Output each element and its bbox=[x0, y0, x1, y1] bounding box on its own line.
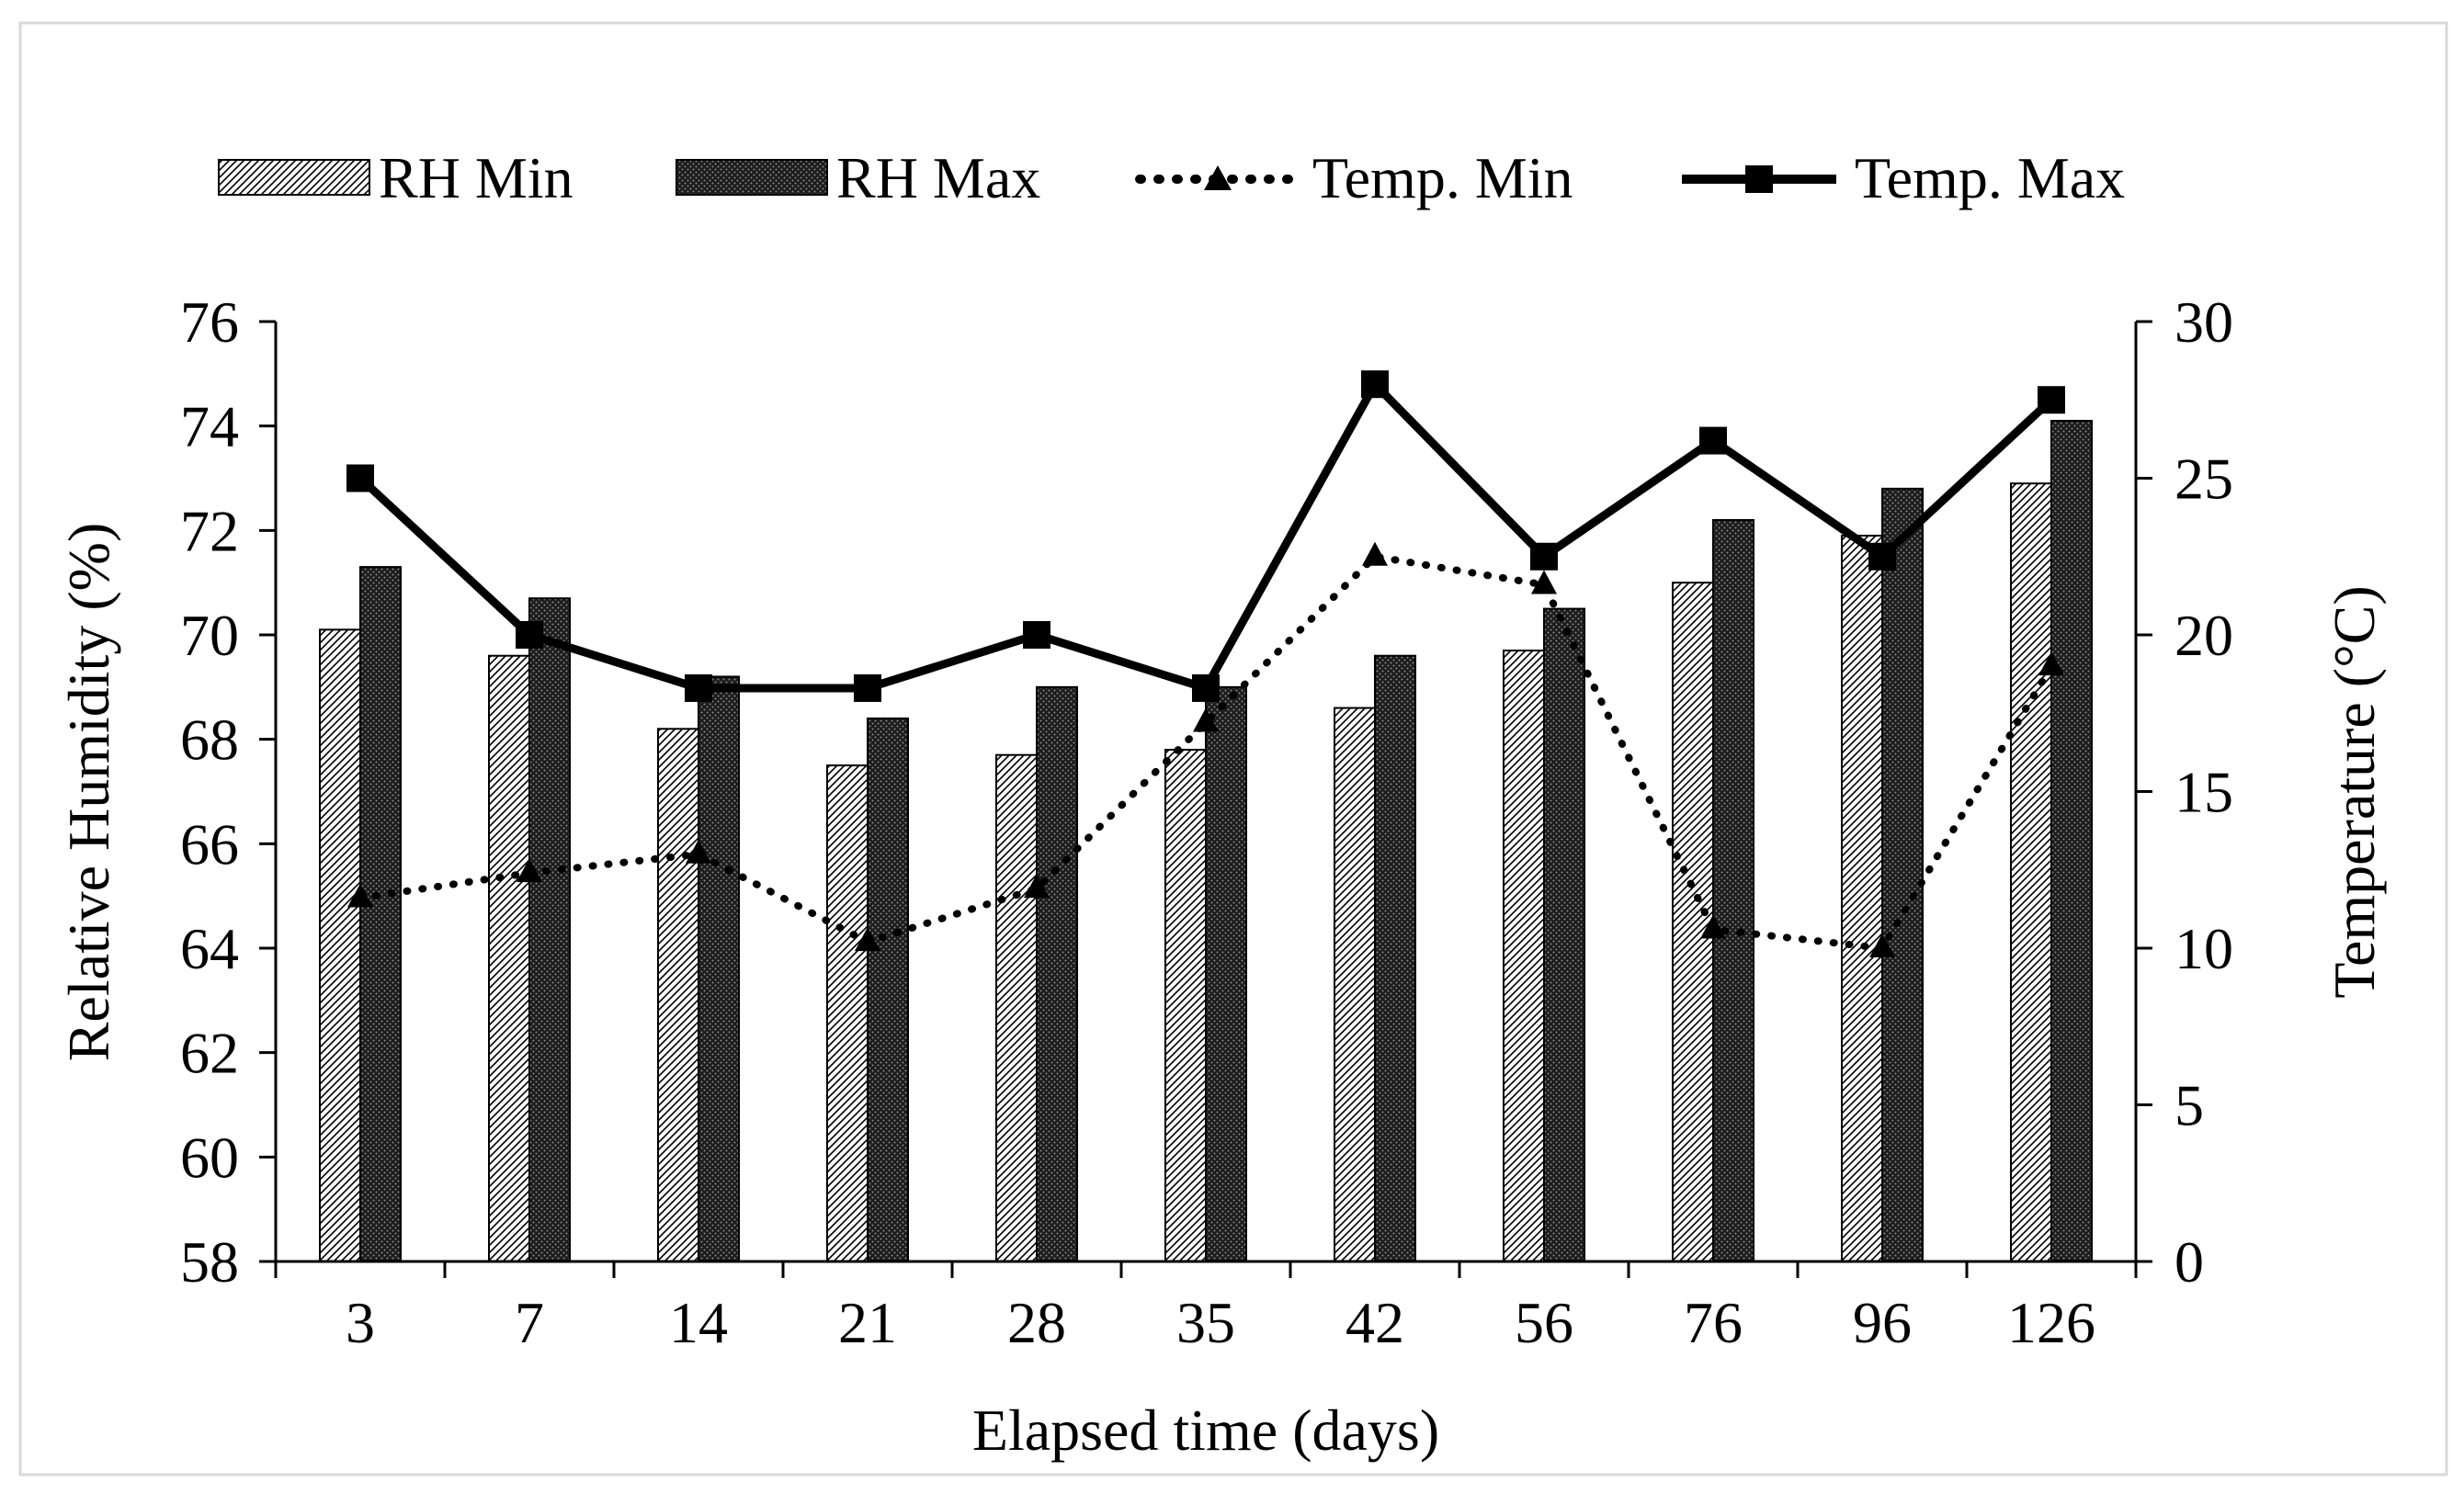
y2-tick-label: 10 bbox=[2174, 916, 2233, 981]
y2-tick-label: 30 bbox=[2174, 289, 2233, 355]
marker-temp-max-76 bbox=[1699, 426, 1727, 455]
bar-rh-min-35 bbox=[1164, 749, 1207, 1262]
bar-rh-max-126 bbox=[2050, 419, 2093, 1262]
marker-temp-max-56 bbox=[1530, 542, 1558, 571]
marker-temp-max-14 bbox=[685, 673, 712, 702]
x-tick-label: 126 bbox=[2007, 1290, 2095, 1355]
legend-marker-temp-min bbox=[1204, 165, 1232, 190]
x-axis-title: Elapsed time (days) bbox=[972, 1397, 1439, 1463]
marker-temp-min-126 bbox=[2038, 651, 2064, 676]
legend-item-rh-min: RH Min bbox=[218, 145, 573, 210]
x-tick-label: 56 bbox=[1515, 1290, 1573, 1355]
y-tick-label: 68 bbox=[180, 707, 239, 773]
bar-rh-max-28 bbox=[1036, 685, 1078, 1262]
y-tick-label: 58 bbox=[180, 1229, 239, 1295]
legend-item-rh-max: RH Max bbox=[676, 145, 1040, 210]
marker-temp-max-3 bbox=[346, 464, 374, 492]
bar-rh-min-42 bbox=[1334, 707, 1376, 1262]
x-tick-label: 35 bbox=[1176, 1290, 1235, 1355]
legend-label-temp-max: Temp. Max bbox=[1855, 145, 2125, 210]
y-tick-label: 74 bbox=[180, 394, 239, 459]
marker-temp-min-35 bbox=[1193, 707, 1219, 732]
legend-swatch-rh-min bbox=[218, 159, 370, 196]
marker-temp-min-96 bbox=[1869, 933, 1895, 957]
marker-temp-min-14 bbox=[686, 839, 711, 864]
y-tick-label: 70 bbox=[180, 603, 239, 668]
y-tick-label: 62 bbox=[180, 1021, 239, 1086]
legend-item-temp-max: Temp. Max bbox=[1682, 145, 2125, 210]
bar-rh-max-21 bbox=[867, 717, 909, 1262]
bar-rh-max-42 bbox=[1374, 654, 1416, 1262]
axes: 58 60 62 64 66 68 70 72 74 76 0 5 10 15 20 25 30 3 7 14 21… bbox=[180, 289, 2233, 1355]
bar-rh-min-3 bbox=[319, 628, 361, 1262]
marker-temp-max-96 bbox=[1868, 542, 1896, 571]
marker-temp-min-21 bbox=[855, 927, 880, 952]
y2-tick-label: 15 bbox=[2174, 760, 2233, 825]
bar-rh-max-96 bbox=[1881, 487, 1924, 1262]
marker-temp-min-3 bbox=[347, 883, 373, 908]
marker-temp-min-76 bbox=[1700, 914, 1726, 939]
legend-swatch-rh-max bbox=[676, 159, 828, 196]
y-tick-label: 76 bbox=[180, 289, 239, 355]
y-tick-label: 60 bbox=[180, 1125, 239, 1190]
y2-tick-label: 0 bbox=[2174, 1229, 2204, 1295]
y2-tick-label: 25 bbox=[2174, 447, 2233, 512]
legend-marker-temp-max bbox=[1745, 165, 1773, 193]
bar-rh-max-35 bbox=[1205, 685, 1247, 1262]
x-tick-label: 42 bbox=[1346, 1290, 1404, 1355]
bar-rh-min-96 bbox=[1841, 535, 1883, 1262]
marker-temp-min-56 bbox=[1531, 570, 1557, 594]
y2-tick-label: 5 bbox=[2174, 1073, 2204, 1138]
marker-temp-max-28 bbox=[1023, 621, 1050, 649]
bar-rh-min-21 bbox=[826, 764, 869, 1262]
bar-rh-max-7 bbox=[528, 597, 571, 1262]
bar-rh-max-76 bbox=[1712, 518, 1754, 1262]
bar-rh-min-14 bbox=[657, 728, 699, 1262]
bar-rh-min-76 bbox=[1672, 582, 1714, 1262]
lines bbox=[346, 370, 2065, 957]
marker-temp-max-21 bbox=[854, 673, 881, 702]
x-tick-label: 21 bbox=[838, 1290, 897, 1355]
legend-item-temp-min: Temp. Min bbox=[1135, 145, 1573, 210]
marker-temp-max-7 bbox=[516, 621, 543, 649]
bar-rh-max-14 bbox=[698, 675, 740, 1262]
y2-axis-title: Temperature (°C) bbox=[2322, 585, 2387, 998]
y-ticks: 58 60 62 64 66 68 70 72 74 76 bbox=[180, 289, 276, 1295]
y-axis-title: Relative Humidity (%) bbox=[56, 523, 121, 1062]
x-tick-label: 96 bbox=[1853, 1290, 1912, 1355]
y-tick-label: 66 bbox=[180, 811, 239, 877]
marker-temp-max-126 bbox=[2038, 386, 2065, 414]
line-temp-min bbox=[357, 552, 2055, 953]
y2-ticks: 0 5 10 15 20 25 30 bbox=[2136, 289, 2233, 1295]
marker-temp-min-7 bbox=[517, 858, 542, 883]
y2-tick-label: 20 bbox=[2174, 603, 2233, 668]
marker-temp-max-42 bbox=[1361, 370, 1389, 399]
marker-temp-min-42 bbox=[1362, 541, 1388, 566]
bar-rh-min-56 bbox=[1503, 650, 1545, 1262]
marker-temp-max-35 bbox=[1192, 673, 1220, 702]
x-tick-label: 3 bbox=[346, 1290, 375, 1355]
legend-label-rh-min: RH Min bbox=[379, 145, 573, 210]
x-tick-label: 7 bbox=[515, 1290, 544, 1355]
bar-rh-min-7 bbox=[488, 654, 530, 1262]
x-tick-label: 28 bbox=[1007, 1290, 1066, 1355]
legend-label-temp-min: Temp. Min bbox=[1312, 145, 1573, 210]
bar-rh-min-126 bbox=[2010, 482, 2052, 1262]
y-tick-label: 64 bbox=[180, 916, 239, 981]
legend-label-rh-max: RH Max bbox=[836, 145, 1040, 210]
bar-rh-min-28 bbox=[995, 753, 1038, 1262]
x-ticks: 3 7 14 21 28 35 42 56 76 96 126 bbox=[274, 1261, 2138, 1355]
bar-rh-max-56 bbox=[1543, 607, 1585, 1262]
bars bbox=[319, 419, 2093, 1262]
bar-rh-max-3 bbox=[359, 566, 402, 1262]
x-tick-label: 76 bbox=[1684, 1290, 1743, 1355]
y-tick-label: 72 bbox=[180, 498, 239, 563]
x-tick-label: 14 bbox=[669, 1290, 728, 1355]
marker-temp-min-28 bbox=[1024, 874, 1050, 899]
legend: RH Min RH Max Temp. Min Temp. Max bbox=[218, 145, 2125, 210]
